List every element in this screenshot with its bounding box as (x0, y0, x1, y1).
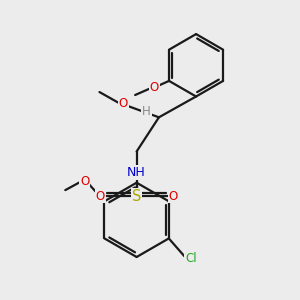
Text: O: O (150, 81, 159, 94)
Text: Cl: Cl (185, 252, 197, 265)
Text: NH: NH (127, 166, 146, 179)
Text: O: O (168, 190, 178, 202)
Text: H: H (142, 106, 151, 118)
Text: O: O (80, 175, 89, 188)
Text: O: O (96, 190, 105, 202)
Text: O: O (118, 98, 128, 110)
Text: S: S (132, 189, 141, 204)
